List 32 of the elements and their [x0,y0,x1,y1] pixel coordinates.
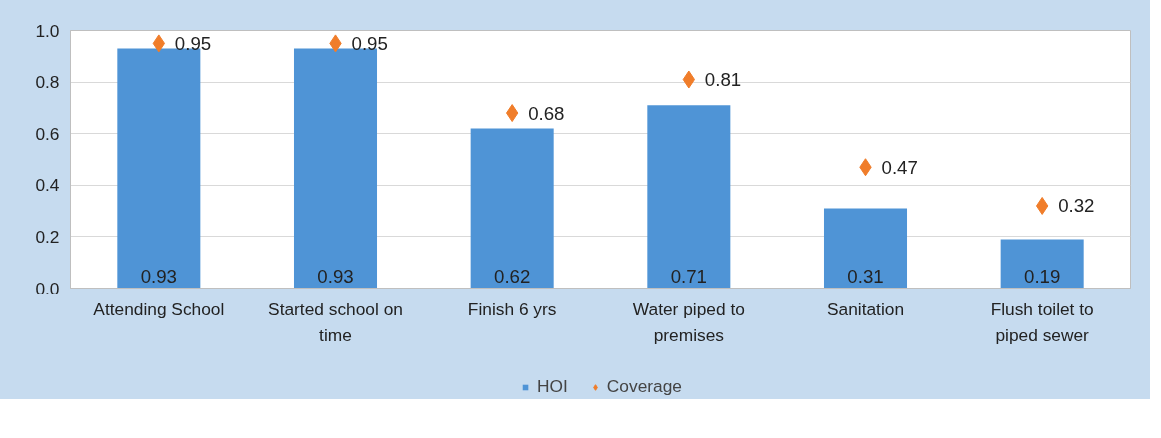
x-tick-label: Water piped to premises [632,298,745,345]
y-tick-label: 0.2 [35,226,60,247]
bar [1000,239,1084,289]
x-tick-label: Sanitation [826,298,905,319]
legend-label: Coverage [606,376,682,397]
data-label: 0.32 [1058,195,1095,217]
bar [647,105,731,289]
data-label: 0.62 [494,265,531,287]
data-label: 0.81 [704,69,742,91]
x-tick-label: Finish 6 yrs [467,298,557,319]
y-tick-label: 0.0 [35,278,60,299]
legend-label: HOI [537,376,568,397]
bar [117,48,201,289]
x-tick-label: Flush toilet to piped sewer [990,298,1094,345]
data-label: 0.95 [351,32,388,54]
bar [470,128,554,289]
bar [823,208,908,289]
x-tick-label: Started school on time [268,298,403,345]
data-label: 0.93 [317,265,354,287]
bar [293,48,378,289]
y-tick-label: 0.4 [35,175,60,196]
y-tick-label: 1.0 [35,20,60,41]
y-tick-label: 0.8 [35,72,60,93]
data-label: 0.95 [174,32,212,54]
data-label: 0.47 [881,156,918,178]
data-label: 0.68 [528,102,565,124]
y-tick-label: 0.6 [35,123,60,144]
data-label: 0.93 [140,265,177,287]
data-label: 0.71 [670,265,707,287]
data-label: 0.19 [1024,265,1061,287]
data-label: 0.31 [847,265,884,287]
x-tick-label: Attending School [93,298,225,319]
